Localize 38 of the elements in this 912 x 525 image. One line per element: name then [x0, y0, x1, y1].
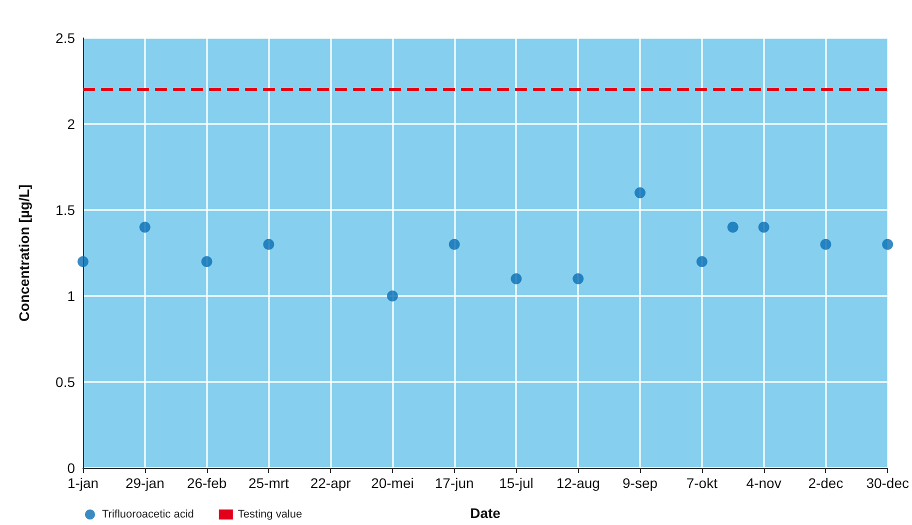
point — [263, 238, 274, 250]
x-tick-label: 26-feb — [186, 475, 227, 491]
y-axis-title: Concentration [µg/L] — [16, 184, 32, 322]
point — [448, 238, 460, 250]
x-tick-label: 12-aug — [556, 475, 600, 491]
x-tick-label: 30-dec — [866, 475, 910, 491]
x-tick-label: 22-apr — [310, 475, 352, 491]
legend-label: Trifluoroacetic acid — [102, 508, 194, 520]
y-tick-label: 0 — [67, 460, 76, 476]
x-tick-label: 4-nov — [746, 475, 782, 491]
y-tick-label: 1 — [67, 288, 76, 304]
x-tick-label: 17-jun — [434, 475, 474, 491]
x-tick-label: 15-jul — [499, 475, 534, 491]
point — [386, 290, 398, 302]
point — [78, 256, 88, 268]
point — [820, 238, 832, 250]
x-tick-label: 25-mrt — [248, 475, 290, 491]
x-tick-label: 20-mei — [371, 475, 414, 491]
y-tick-label: 0.5 — [56, 374, 76, 390]
legend-label: Testing value — [238, 508, 302, 520]
x-tick-label: 2-dec — [808, 475, 844, 491]
x-tick-label: 9-sep — [622, 475, 658, 491]
point — [201, 256, 212, 268]
y-tick-label: 1.5 — [56, 202, 76, 218]
point — [572, 273, 584, 284]
point — [882, 238, 894, 250]
x-tick-label: 1-jan — [67, 475, 99, 491]
point — [634, 187, 646, 198]
point — [696, 256, 708, 268]
point — [758, 222, 770, 233]
point — [510, 273, 522, 284]
point — [727, 222, 738, 233]
y-tick-label: 2 — [67, 116, 76, 132]
x-axis-title: Date — [470, 505, 501, 521]
y-tick-label: 2.5 — [56, 30, 76, 46]
x-tick-label: 7-okt — [686, 475, 718, 491]
point — [139, 222, 150, 233]
x-tick-label: 29-jan — [125, 475, 164, 491]
